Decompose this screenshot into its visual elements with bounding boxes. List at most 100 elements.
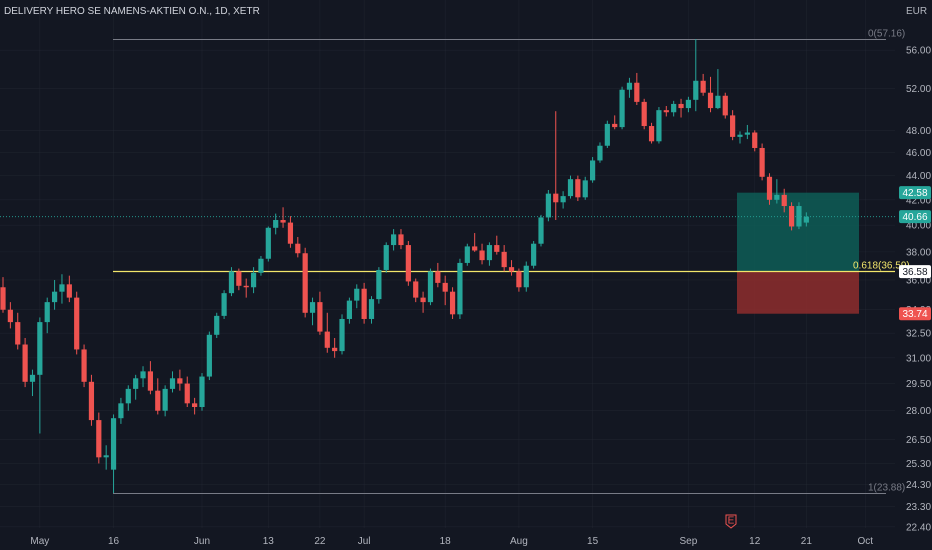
price-badge-current: 40.66	[899, 210, 931, 224]
candle-body	[553, 193, 559, 203]
candle-body	[788, 206, 795, 227]
candle	[96, 412, 102, 464]
candle-body	[435, 271, 441, 283]
candle	[774, 179, 780, 204]
price-badge-text: 33.74	[902, 309, 927, 320]
candle	[88, 374, 95, 426]
candle	[177, 369, 183, 391]
candle	[228, 267, 235, 297]
candle	[0, 277, 6, 313]
price-tick-label: 48.00	[906, 126, 931, 137]
candle	[479, 243, 485, 265]
candle-body	[671, 103, 677, 113]
candle	[457, 258, 463, 319]
candle-body	[685, 99, 692, 109]
candle-body	[324, 331, 330, 348]
earnings-icon[interactable]	[725, 514, 737, 529]
candle-body	[339, 318, 345, 352]
candle-body	[295, 243, 301, 254]
candle-body	[309, 302, 316, 313]
candle	[693, 39, 699, 112]
candle	[634, 72, 640, 105]
candle-body	[774, 194, 780, 200]
candle	[663, 106, 669, 117]
price-badge-stop: 33.74	[899, 307, 931, 321]
candle	[671, 100, 677, 117]
candle	[656, 107, 662, 144]
candle	[7, 302, 13, 329]
candle	[538, 214, 544, 247]
candle-body	[37, 322, 43, 375]
candle	[339, 314, 345, 355]
candle-body	[766, 176, 773, 200]
time-tick-label: 15	[587, 536, 599, 547]
profit-zone[interactable]	[737, 192, 859, 272]
candle	[309, 297, 316, 326]
time-axis[interactable]: May 16 Jun 13 22 Jul 18 Aug 15 Sep 12 21 Oct E	[30, 514, 873, 547]
candle	[449, 287, 456, 319]
price-tick-label: 28.00	[906, 406, 931, 417]
price-tick-label: 56.00	[906, 46, 931, 57]
price-badge-text: 42.58	[902, 188, 927, 199]
candle	[199, 373, 205, 411]
candle-body	[368, 299, 375, 319]
candle-body	[494, 245, 500, 252]
price-tick-label: 32.50	[906, 329, 931, 340]
candle-body	[641, 101, 647, 127]
candle-body	[258, 258, 264, 273]
price-tick-label: 36.00	[906, 275, 931, 286]
candle	[545, 189, 551, 222]
candle-body	[449, 291, 456, 315]
candle	[110, 414, 117, 494]
fibonacci-levels: 0(57.16) 0.618(36.59) 1(23.88)	[113, 29, 910, 494]
candle-body	[332, 347, 338, 352]
candle-body	[22, 344, 28, 382]
candle	[516, 268, 522, 292]
candle-body	[140, 371, 146, 379]
candle-body	[722, 95, 728, 116]
candle	[464, 243, 470, 266]
candle	[250, 267, 257, 294]
price-badge-text: 40.66	[902, 212, 927, 223]
candle	[192, 397, 198, 415]
price-tick-label: 31.00	[906, 353, 931, 364]
candle	[413, 278, 419, 303]
candle	[435, 262, 441, 288]
candle	[737, 131, 743, 144]
currency-label: EUR	[906, 6, 927, 17]
candle	[597, 142, 603, 163]
candle	[766, 173, 773, 205]
candle	[118, 397, 124, 424]
candle-body	[796, 206, 802, 227]
candle-body	[280, 220, 286, 223]
candle	[140, 366, 146, 388]
symbol-title: DELIVERY HERO SE NAMENS-AKTIEN O.N., 1D,…	[4, 6, 260, 17]
candle-body	[781, 194, 787, 207]
candle	[722, 92, 728, 119]
candle-body	[346, 300, 352, 319]
candle	[15, 312, 21, 350]
candle-body	[582, 180, 588, 198]
candle-body	[206, 334, 212, 377]
time-tick-label: 13	[263, 536, 275, 547]
candle-body	[243, 285, 249, 288]
candle-body	[715, 95, 721, 109]
candle	[81, 344, 87, 388]
fib-level-label: 0.618(36.59)	[853, 261, 910, 272]
candle	[332, 338, 338, 358]
candle	[125, 385, 131, 411]
loss-zone[interactable]	[737, 271, 859, 314]
risk-reward-zones	[0, 192, 895, 314]
candle-body	[405, 245, 411, 282]
price-badge-entry: 36.58	[899, 265, 931, 279]
candle-body	[192, 403, 198, 408]
candle	[147, 361, 153, 395]
candle	[531, 241, 537, 269]
candle	[803, 212, 809, 227]
candle-body	[604, 123, 610, 146]
candle-body	[737, 134, 743, 137]
price-tick-label: 25.30	[906, 459, 931, 470]
candle	[641, 98, 647, 130]
earnings-marker[interactable]: E	[725, 514, 737, 529]
